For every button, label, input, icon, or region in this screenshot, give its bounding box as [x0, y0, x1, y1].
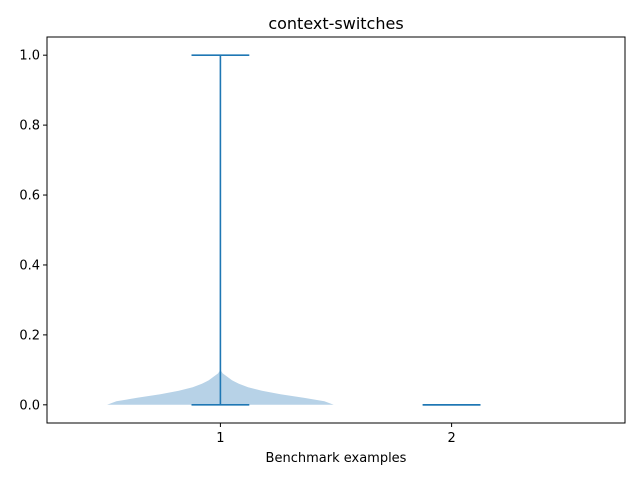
- y-tick-label: 0.0: [19, 398, 40, 413]
- y-axis: 0.0 0.2 0.4 0.6 0.8 1.0: [19, 49, 47, 413]
- plot-area: [47, 37, 625, 423]
- plot-frame: [46, 36, 626, 424]
- chart-title: context-switches: [268, 14, 403, 33]
- y-tick-label: 0.2: [19, 328, 40, 343]
- y-tick-label: 1.0: [19, 49, 40, 64]
- x-tick-label: 1: [216, 431, 224, 446]
- violin-series: [107, 54, 481, 406]
- y-tick-label: 0.8: [19, 119, 40, 134]
- y-tick-label: 0.6: [19, 189, 40, 204]
- x-tick-label: 2: [447, 431, 455, 446]
- x-axis-label: Benchmark examples: [266, 451, 407, 466]
- y-tick-label: 0.4: [19, 258, 40, 273]
